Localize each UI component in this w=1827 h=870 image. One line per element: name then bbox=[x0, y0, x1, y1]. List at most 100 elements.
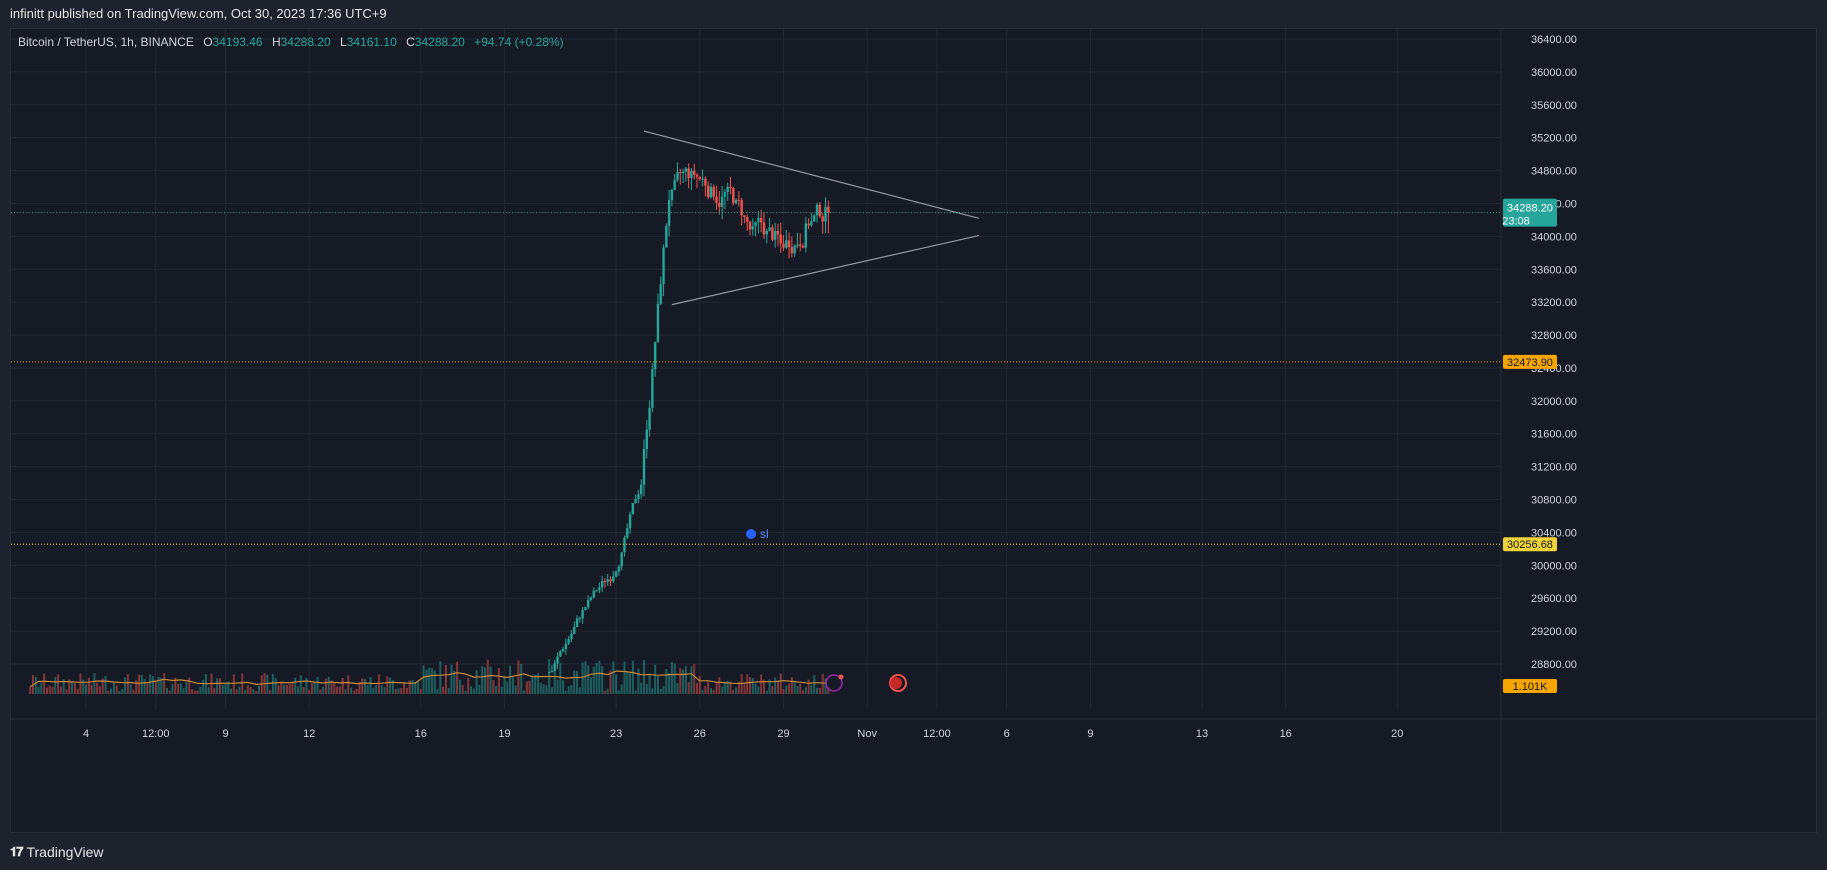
y-tick-label: 33600.00 bbox=[1531, 264, 1577, 276]
volume-bar bbox=[581, 662, 584, 694]
volume-bar bbox=[481, 666, 484, 694]
volume-bar bbox=[104, 676, 107, 694]
y-tick-label: 36400.00 bbox=[1531, 34, 1577, 46]
volume-bar bbox=[62, 679, 65, 694]
candle-body bbox=[581, 609, 584, 619]
volume-bar bbox=[478, 684, 481, 694]
volume-bar bbox=[790, 677, 793, 694]
volume-bar bbox=[160, 678, 163, 694]
volume-bar bbox=[818, 687, 821, 694]
volume-bar bbox=[682, 669, 685, 694]
volume-bar bbox=[90, 684, 93, 694]
volume-bar bbox=[45, 687, 48, 694]
volume-bar bbox=[576, 671, 579, 694]
volume-bar bbox=[232, 674, 235, 694]
volume-bar bbox=[358, 682, 361, 694]
y-tick-label: 32800.00 bbox=[1531, 330, 1577, 342]
candle-body bbox=[693, 170, 696, 175]
volume-bar bbox=[704, 685, 707, 694]
symbol-legend: Bitcoin / TetherUS, 1h, BINANCE O34193.4… bbox=[18, 35, 564, 49]
chart-canvas[interactable]: 36400.00 36000.00 35600.00 35200.00 34800.00… bbox=[11, 29, 1818, 834]
volume-bar bbox=[380, 685, 383, 694]
y-tick-label: 30400.00 bbox=[1531, 527, 1577, 539]
volume-bar bbox=[313, 682, 316, 694]
volume-bar bbox=[453, 670, 456, 694]
volume-tag-bg bbox=[1503, 679, 1557, 693]
sl-annotation-label[interactable]: sl bbox=[760, 527, 769, 541]
volume-bar bbox=[168, 690, 171, 694]
candle-body bbox=[737, 199, 741, 201]
candle-body bbox=[785, 240, 788, 248]
volume-bar bbox=[386, 676, 389, 694]
volume-bar bbox=[336, 686, 339, 694]
volume-bar bbox=[227, 681, 230, 694]
candle-body bbox=[662, 247, 665, 285]
y-tick-label: 35600.00 bbox=[1531, 100, 1577, 112]
volume-bar bbox=[500, 686, 503, 694]
trendline-upper[interactable] bbox=[643, 130, 979, 219]
volume-bar bbox=[355, 688, 358, 694]
chart-panel[interactable]: 36400.00 36000.00 35600.00 35200.00 34800.00… bbox=[10, 28, 1818, 834]
x-tick-label: 20 bbox=[1391, 728, 1403, 740]
volume-bar bbox=[252, 689, 255, 694]
volume-bar bbox=[707, 681, 710, 694]
candle-body bbox=[804, 223, 808, 248]
volume-bar bbox=[643, 659, 645, 694]
candle-body bbox=[559, 651, 562, 657]
volume-bar bbox=[299, 675, 302, 694]
open-value: 34193.46 bbox=[212, 35, 263, 49]
volume-bar bbox=[679, 667, 682, 694]
candle-body bbox=[659, 284, 662, 304]
volume-bar bbox=[726, 680, 729, 694]
volume-bar bbox=[779, 673, 782, 694]
candle-body bbox=[690, 170, 693, 179]
volume-bar bbox=[807, 679, 810, 694]
volume-bar bbox=[361, 678, 364, 694]
level1-price-tag-bg bbox=[1503, 354, 1557, 369]
candle-body bbox=[567, 639, 570, 644]
sl-annotation-icon[interactable] bbox=[746, 529, 756, 539]
x-tick-label: 29 bbox=[777, 728, 789, 740]
volume-bar bbox=[403, 682, 406, 694]
volume-bar bbox=[235, 689, 238, 694]
volume-bar bbox=[495, 685, 498, 694]
footer-brand[interactable]: 𝟏𝟕 TradingView bbox=[10, 840, 104, 864]
volume-bar bbox=[255, 690, 258, 694]
candle-body bbox=[617, 566, 621, 572]
volume-bar bbox=[257, 685, 260, 694]
candle-body bbox=[746, 217, 749, 222]
volume-bar bbox=[202, 679, 205, 694]
volume-bar bbox=[146, 683, 149, 694]
candle-body bbox=[620, 552, 623, 567]
last-price-tag-bg bbox=[1503, 198, 1557, 227]
volume-bar bbox=[673, 663, 676, 694]
countdown-tag: 23:08 bbox=[1502, 216, 1530, 228]
volume-bar bbox=[425, 669, 428, 694]
candle-body bbox=[810, 221, 813, 226]
volume-bar bbox=[397, 688, 400, 694]
volume-bar bbox=[472, 688, 475, 694]
volume-bar bbox=[224, 683, 227, 694]
candle-body bbox=[614, 571, 618, 577]
volume-bar bbox=[631, 660, 634, 694]
candle-body bbox=[771, 227, 774, 240]
x-tick-label: Nov bbox=[857, 728, 877, 740]
volume-bar bbox=[595, 663, 598, 694]
volume-bar bbox=[85, 684, 87, 694]
candle-body bbox=[740, 200, 743, 216]
trendline-lower[interactable] bbox=[671, 234, 979, 306]
symbol-name[interactable]: Bitcoin / TetherUS, 1h, BINANCE bbox=[18, 35, 194, 49]
volume-bar bbox=[352, 690, 355, 694]
volume-bar bbox=[723, 682, 726, 694]
candle-body bbox=[589, 597, 593, 601]
earnings-event-icon[interactable] bbox=[825, 674, 843, 692]
volume-bar bbox=[626, 671, 629, 694]
volume-bar bbox=[118, 690, 121, 694]
volume-bar bbox=[456, 661, 459, 694]
volume-bar bbox=[165, 687, 168, 694]
volume-bar bbox=[662, 686, 665, 694]
last-price-tag: 34288.20 bbox=[1507, 203, 1553, 215]
volume-bar bbox=[623, 661, 626, 694]
volume-bar bbox=[556, 679, 559, 694]
volume-bar bbox=[34, 676, 37, 694]
